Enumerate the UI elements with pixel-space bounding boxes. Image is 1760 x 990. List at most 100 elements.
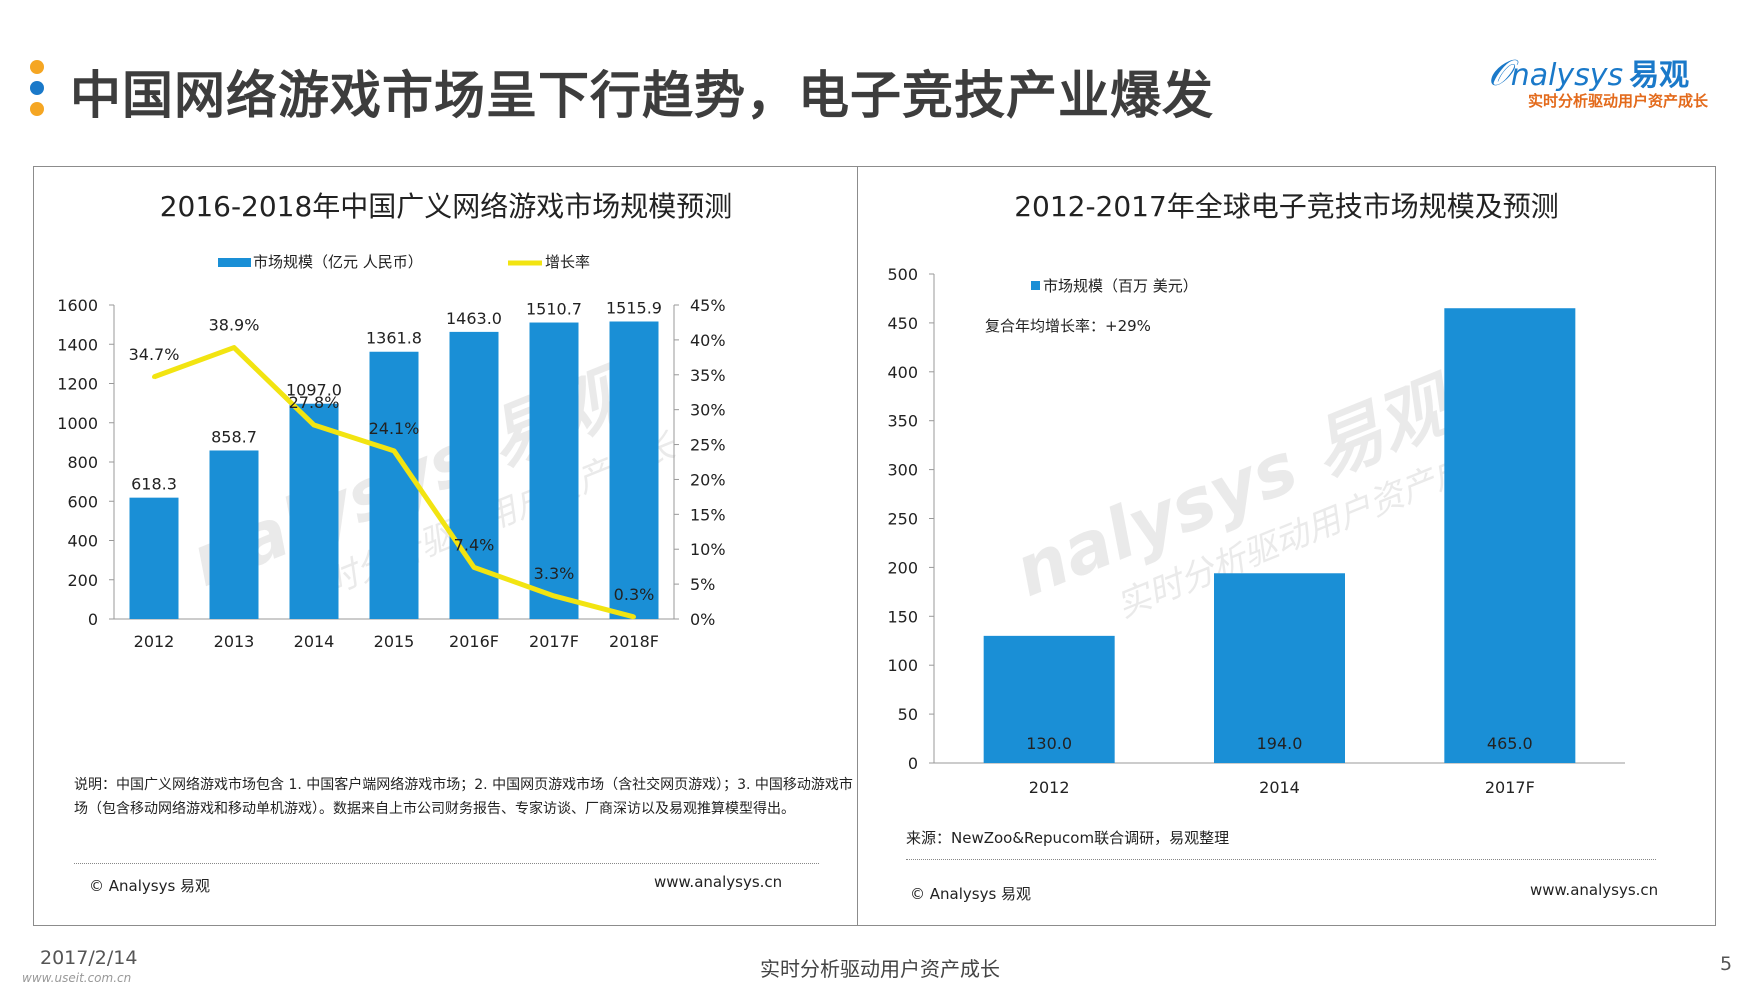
bar: [529, 322, 579, 619]
bar: [1444, 308, 1576, 763]
left-chart-note: 说明：中国广义网络游戏市场包含 1. 中国客户端网络游戏市场；2. 中国网页游戏…: [74, 777, 853, 817]
bar: [129, 497, 179, 619]
growth-point: [152, 374, 156, 379]
bar-value-label: 465.0: [1487, 734, 1533, 753]
x-tick-label: 2012: [1029, 778, 1070, 797]
y-right-tick-label: 40%: [690, 331, 726, 350]
y-left-tick-label: 600: [67, 492, 98, 511]
x-tick-label: 2013: [214, 632, 255, 651]
x-tick-label: 2017F: [1485, 778, 1535, 797]
left-website: www.analysys.cn: [654, 873, 783, 891]
page-title: 中国网络游戏市场呈下行趋势，电子竞技产业爆发: [70, 67, 1215, 126]
legend-bar-label: 市场规模（亿元 人民币）: [253, 253, 423, 271]
growth-rate-label: 0.3%: [614, 585, 655, 604]
y-left-tick-label: 1600: [57, 296, 98, 315]
growth-point: [312, 423, 316, 428]
growth-rate-label: 24.1%: [369, 419, 420, 438]
left-note-divider: [74, 863, 819, 864]
y-left-tick-label: 200: [67, 571, 98, 590]
y-right-tick-label: 15%: [690, 505, 726, 524]
growth-point: [232, 345, 236, 350]
y-left-tick-label: 1000: [57, 414, 98, 433]
x-tick-label: 2017F: [529, 632, 579, 651]
bar: [983, 635, 1115, 763]
growth-rate-label: 3.3%: [534, 564, 575, 583]
bar-value-label: 1361.8: [366, 329, 422, 348]
bar-value-label: 858.7: [211, 427, 257, 446]
legend-bar-label: 市场规模（百万 美元）: [1043, 277, 1198, 295]
y-tick-label: 50: [898, 705, 918, 724]
y-tick-label: 350: [887, 412, 918, 431]
bullet-dot-2: [30, 81, 44, 95]
footer-date: 2017/2/14: [40, 947, 138, 969]
bar: [209, 450, 259, 619]
y-right-tick-label: 45%: [690, 296, 726, 315]
y-tick-label: 150: [887, 607, 918, 626]
y-right-tick-label: 20%: [690, 470, 726, 489]
x-tick-label: 2014: [1259, 778, 1300, 797]
legend-line-label: 增长率: [545, 253, 590, 271]
bar-value-label: 618.3: [131, 475, 177, 494]
logo-text: nalysys: [1510, 58, 1624, 93]
x-tick-label: 2018F: [609, 632, 659, 651]
footer-site-watermark: www.useit.com.cn: [22, 971, 132, 985]
x-tick-label: 2016F: [449, 632, 499, 651]
right-chart-source: 来源：NewZoo&Repucom联合调研，易观整理: [906, 829, 1230, 847]
right-website: www.analysys.cn: [1530, 881, 1659, 899]
bar-value-label: 194.0: [1257, 734, 1303, 753]
y-tick-label: 100: [887, 656, 918, 675]
y-tick-label: 250: [887, 510, 918, 529]
title-bullet-dots: [30, 60, 44, 123]
y-right-tick-label: 5%: [690, 575, 715, 594]
logo-tagline: 实时分析驱动用户资产成长: [1528, 92, 1709, 110]
analysys-logo: 𝒪nalysys 易观 实时分析驱动用户资产成长: [1488, 50, 1738, 120]
bar: [289, 403, 339, 619]
cagr-annotation: 复合年均增长率：+29%: [985, 317, 1151, 335]
y-left-tick-label: 0: [88, 610, 98, 629]
right-source-divider: [906, 859, 1656, 860]
y-right-tick-label: 0%: [690, 610, 715, 629]
page-number: 5: [1720, 953, 1733, 975]
y-tick-label: 300: [887, 461, 918, 480]
y-left-tick-label: 1200: [57, 375, 98, 394]
x-tick-label: 2015: [374, 632, 415, 651]
y-left-tick-label: 400: [67, 532, 98, 551]
y-tick-label: 450: [887, 314, 918, 333]
left-chart-panel: 2016-2018年中国广义网络游戏市场规模预测 nalysys 易观实时分析驱…: [33, 166, 859, 926]
y-right-tick-label: 25%: [690, 436, 726, 455]
x-tick-label: 2012: [134, 632, 175, 651]
bar-value-label: 1510.7: [526, 300, 582, 319]
legend-bar-swatch: [1031, 281, 1040, 290]
x-tick-label: 2014: [294, 632, 335, 651]
y-right-tick-label: 35%: [690, 366, 726, 385]
right-copyright: © Analysys 易观: [910, 885, 1032, 903]
bar: [369, 351, 419, 619]
y-tick-label: 200: [887, 558, 918, 577]
y-tick-label: 0: [908, 754, 918, 773]
y-right-tick-label: 10%: [690, 540, 726, 559]
y-left-tick-label: 800: [67, 453, 98, 472]
bar-value-label: 1463.0: [446, 309, 502, 328]
logo-wordmark: 𝒪nalysys 易观: [1488, 53, 1690, 94]
growth-point: [552, 593, 556, 598]
growth-point: [472, 565, 476, 570]
growth-rate-label: 34.7%: [129, 345, 180, 364]
bullet-dot-3: [30, 102, 44, 116]
left-chart-title: 2016-2018年中国广义网络游戏市场规模预测: [159, 190, 733, 223]
growth-rate-label: 7.4%: [454, 535, 495, 554]
bar: [1214, 573, 1345, 763]
y-right-tick-label: 30%: [690, 401, 726, 420]
legend-bar-swatch: [218, 258, 251, 267]
growth-point: [392, 448, 396, 453]
bar: [609, 321, 659, 619]
y-tick-label: 500: [887, 265, 918, 284]
growth-rate-label: 38.9%: [209, 316, 260, 335]
bullet-dot-1: [30, 60, 44, 74]
left-copyright: © Analysys 易观: [89, 877, 211, 895]
right-chart-panel: 2012-2017年全球电子竞技市场规模及预测 nalysys 易观 实时分析驱动…: [857, 166, 1716, 926]
y-tick-label: 400: [887, 363, 918, 382]
footer-tagline: 实时分析驱动用户资产成长: [760, 957, 1000, 981]
bar-value-label: 130.0: [1026, 734, 1072, 753]
